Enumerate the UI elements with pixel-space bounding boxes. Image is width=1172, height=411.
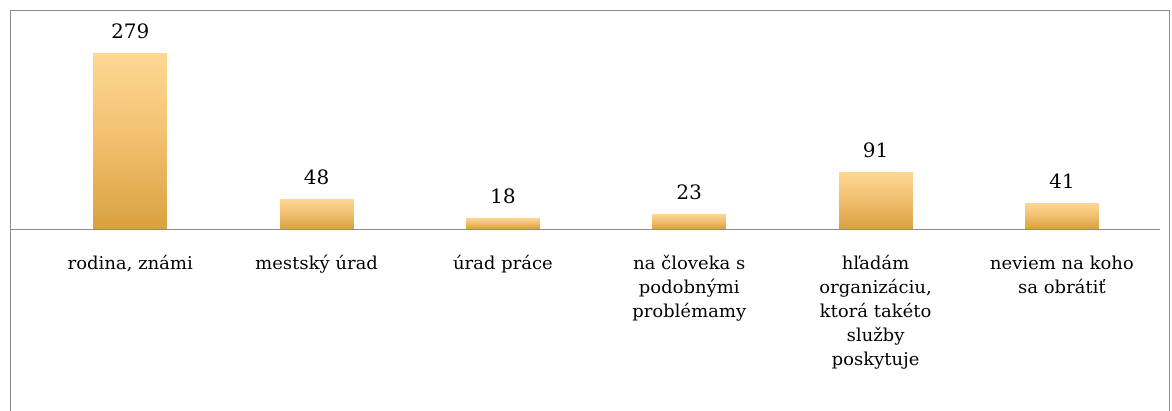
- chart-frame: [10, 10, 1170, 411]
- data-label: 91: [862, 137, 889, 162]
- bar: [838, 171, 913, 229]
- data-label: 18: [490, 183, 516, 208]
- data-label: 279: [111, 19, 150, 43]
- x-tick-label: na človeka s podobnými problémamy: [632, 253, 747, 322]
- data-label: 48: [303, 164, 330, 189]
- x-tick-label: úrad práce: [452, 253, 553, 274]
- bar: [1024, 203, 1099, 229]
- x-tick-label: hľadám organizáciu, ktorá takéto služby …: [819, 253, 932, 370]
- x-tick-label: rodina, známi: [67, 253, 193, 274]
- bar: [652, 214, 727, 229]
- data-label: 41: [1049, 169, 1075, 194]
- bar: [465, 217, 540, 229]
- x-tick-label: neviem na koho sa obrátiť: [989, 253, 1134, 298]
- bar: [279, 198, 354, 229]
- bar: [93, 53, 168, 229]
- x-tick-label: mestský úrad: [255, 253, 378, 274]
- x-axis-line: [10, 229, 1160, 230]
- data-label: 23: [676, 180, 702, 205]
